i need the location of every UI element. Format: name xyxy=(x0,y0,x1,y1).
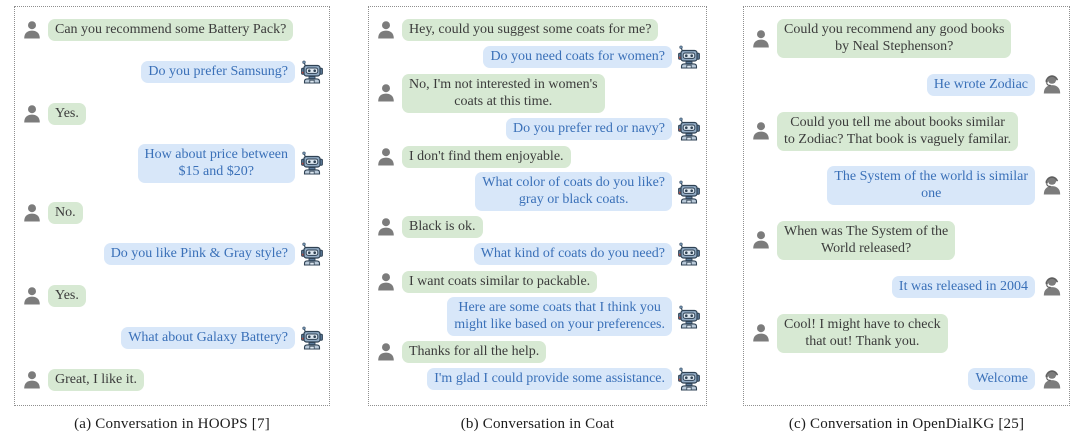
robot-icon xyxy=(677,367,701,391)
responder-message-bubble: Do you like Pink & Gray style? xyxy=(103,243,295,266)
user-message-row: Yes. xyxy=(22,102,324,125)
robot-icon xyxy=(677,180,701,204)
user-icon xyxy=(376,19,396,41)
user-message-bubble: Can you recommend some Battery Pack? xyxy=(48,19,294,41)
user-message-row: Could you tell me about books similar to… xyxy=(751,111,1064,151)
responder-message-row: What about Galaxy Battery? xyxy=(22,326,324,350)
responder-message-row: Do you prefer red or navy? xyxy=(376,117,701,141)
responder-message-bubble: He wrote Zodiac xyxy=(926,73,1035,96)
user-message-row: No, I'm not interested in women's coats … xyxy=(376,73,701,113)
responder-message-bubble: How about price between $15 and $20? xyxy=(137,143,295,183)
panel-hoops-chat: Can you recommend some Battery Pack? Do y… xyxy=(14,6,330,406)
user-message-bubble: Yes. xyxy=(48,102,86,125)
user-icon xyxy=(376,82,396,104)
responder-message-row: The System of the world is similar one xyxy=(751,166,1064,206)
responder-message-bubble: It was released in 2004 xyxy=(891,275,1035,298)
user-message-bubble: Thanks for all the help. xyxy=(402,340,547,363)
user-icon xyxy=(376,271,396,293)
user-icon xyxy=(376,216,396,238)
robot-icon xyxy=(677,117,701,141)
user-message-bubble: When was The System of the World release… xyxy=(777,220,956,260)
user-message-bubble: I want coats similar to packable. xyxy=(402,270,598,293)
responder-message-bubble: What kind of coats do you need? xyxy=(473,243,672,266)
user-icon xyxy=(751,322,771,344)
responder-message-bubble: Welcome xyxy=(968,368,1035,391)
responder-message-bubble: Here are some coats that I think you mig… xyxy=(447,297,672,337)
user-message-bubble: Cool! I might have to check that out! Th… xyxy=(777,313,948,353)
user-icon xyxy=(22,103,42,125)
responder-message-row: What color of coats do you like? gray or… xyxy=(376,172,701,212)
user-icon xyxy=(22,369,42,391)
user-icon xyxy=(376,341,396,363)
responder-message-bubble: The System of the world is similar one xyxy=(827,166,1035,206)
responder-message-row: It was released in 2004 xyxy=(751,275,1064,298)
robot-icon xyxy=(677,242,701,266)
user-icon xyxy=(751,28,771,50)
responder-message-row: Do you like Pink & Gray style? xyxy=(22,242,324,266)
responder-message-row: He wrote Zodiac xyxy=(751,73,1064,96)
panel-opendialkg-caption: (c) Conversation in OpenDialKG [25] xyxy=(788,416,1025,432)
user-message-bubble: Could you tell me about books similar to… xyxy=(777,111,1019,151)
panel-coat-caption: (b) Conversation in Coat xyxy=(460,416,615,432)
panel-opendialkg-chat: Could you recommend any good books by Ne… xyxy=(743,6,1070,406)
user-message-row: Yes. xyxy=(22,285,324,308)
panel-hoops: Can you recommend some Battery Pack? Do y… xyxy=(14,0,330,433)
user-message-row: Thanks for all the help. xyxy=(376,340,701,363)
user-message-row: No. xyxy=(22,201,324,224)
user-icon xyxy=(22,202,42,224)
responder-message-bubble: Do you prefer red or navy? xyxy=(506,118,672,141)
user-message-bubble: No. xyxy=(48,201,83,224)
responder-message-row: Welcome xyxy=(751,368,1064,391)
robot-icon xyxy=(300,326,324,350)
robot-icon xyxy=(300,151,324,175)
user-icon xyxy=(376,146,396,168)
agent-icon xyxy=(1040,174,1064,197)
user-message-bubble: Could you recommend any good books by Ne… xyxy=(777,19,1012,58)
responder-message-bubble: Do you need coats for women? xyxy=(483,46,672,69)
user-message-bubble: Black is ok. xyxy=(402,215,483,238)
panel-hoops-caption: (a) Conversation in HOOPS [7] xyxy=(74,416,270,432)
user-message-bubble: Hey, could you suggest some coats for me… xyxy=(402,19,659,41)
responder-message-row: How about price between $15 and $20? xyxy=(22,143,324,183)
user-message-bubble: Yes. xyxy=(48,285,86,308)
user-message-row: When was The System of the World release… xyxy=(751,220,1064,260)
user-message-row: Great, I like it. xyxy=(22,369,324,391)
responder-message-bubble: What about Galaxy Battery? xyxy=(121,327,295,350)
agent-icon xyxy=(1040,73,1064,96)
responder-message-bubble: I'm glad I could provide some assistance… xyxy=(427,367,672,390)
user-message-bubble: I don't find them enjoyable. xyxy=(402,145,571,168)
agent-icon xyxy=(1040,275,1064,298)
user-message-row: Black is ok. xyxy=(376,215,701,238)
responder-message-bubble: What color of coats do you like? gray or… xyxy=(475,172,672,212)
user-icon xyxy=(22,285,42,307)
robot-icon xyxy=(677,305,701,329)
user-message-bubble: Great, I like it. xyxy=(48,369,145,391)
panel-opendialkg: Could you recommend any good books by Ne… xyxy=(743,0,1070,433)
user-icon xyxy=(751,229,771,251)
user-message-row: Could you recommend any good books by Ne… xyxy=(751,19,1064,58)
responder-message-row: Here are some coats that I think you mig… xyxy=(376,297,701,337)
user-message-row: Hey, could you suggest some coats for me… xyxy=(376,19,701,41)
robot-icon xyxy=(677,45,701,70)
robot-icon xyxy=(300,242,324,266)
agent-icon xyxy=(1040,368,1064,391)
responder-message-bubble: Do you prefer Samsung? xyxy=(141,60,295,83)
responder-message-row: Do you need coats for women? xyxy=(376,45,701,70)
user-icon xyxy=(751,120,771,142)
panel-coat: Hey, could you suggest some coats for me… xyxy=(368,0,707,433)
user-message-bubble: No, I'm not interested in women's coats … xyxy=(402,73,605,113)
user-message-row: I don't find them enjoyable. xyxy=(376,145,701,168)
user-message-row: Cool! I might have to check that out! Th… xyxy=(751,313,1064,353)
responder-message-row: Do you prefer Samsung? xyxy=(22,60,324,84)
panel-coat-chat: Hey, could you suggest some coats for me… xyxy=(368,6,707,406)
user-message-row: I want coats similar to packable. xyxy=(376,270,701,293)
robot-icon xyxy=(300,60,324,84)
user-icon xyxy=(22,19,42,41)
responder-message-row: I'm glad I could provide some assistance… xyxy=(376,367,701,391)
responder-message-row: What kind of coats do you need? xyxy=(376,242,701,266)
user-message-row: Can you recommend some Battery Pack? xyxy=(22,19,324,41)
